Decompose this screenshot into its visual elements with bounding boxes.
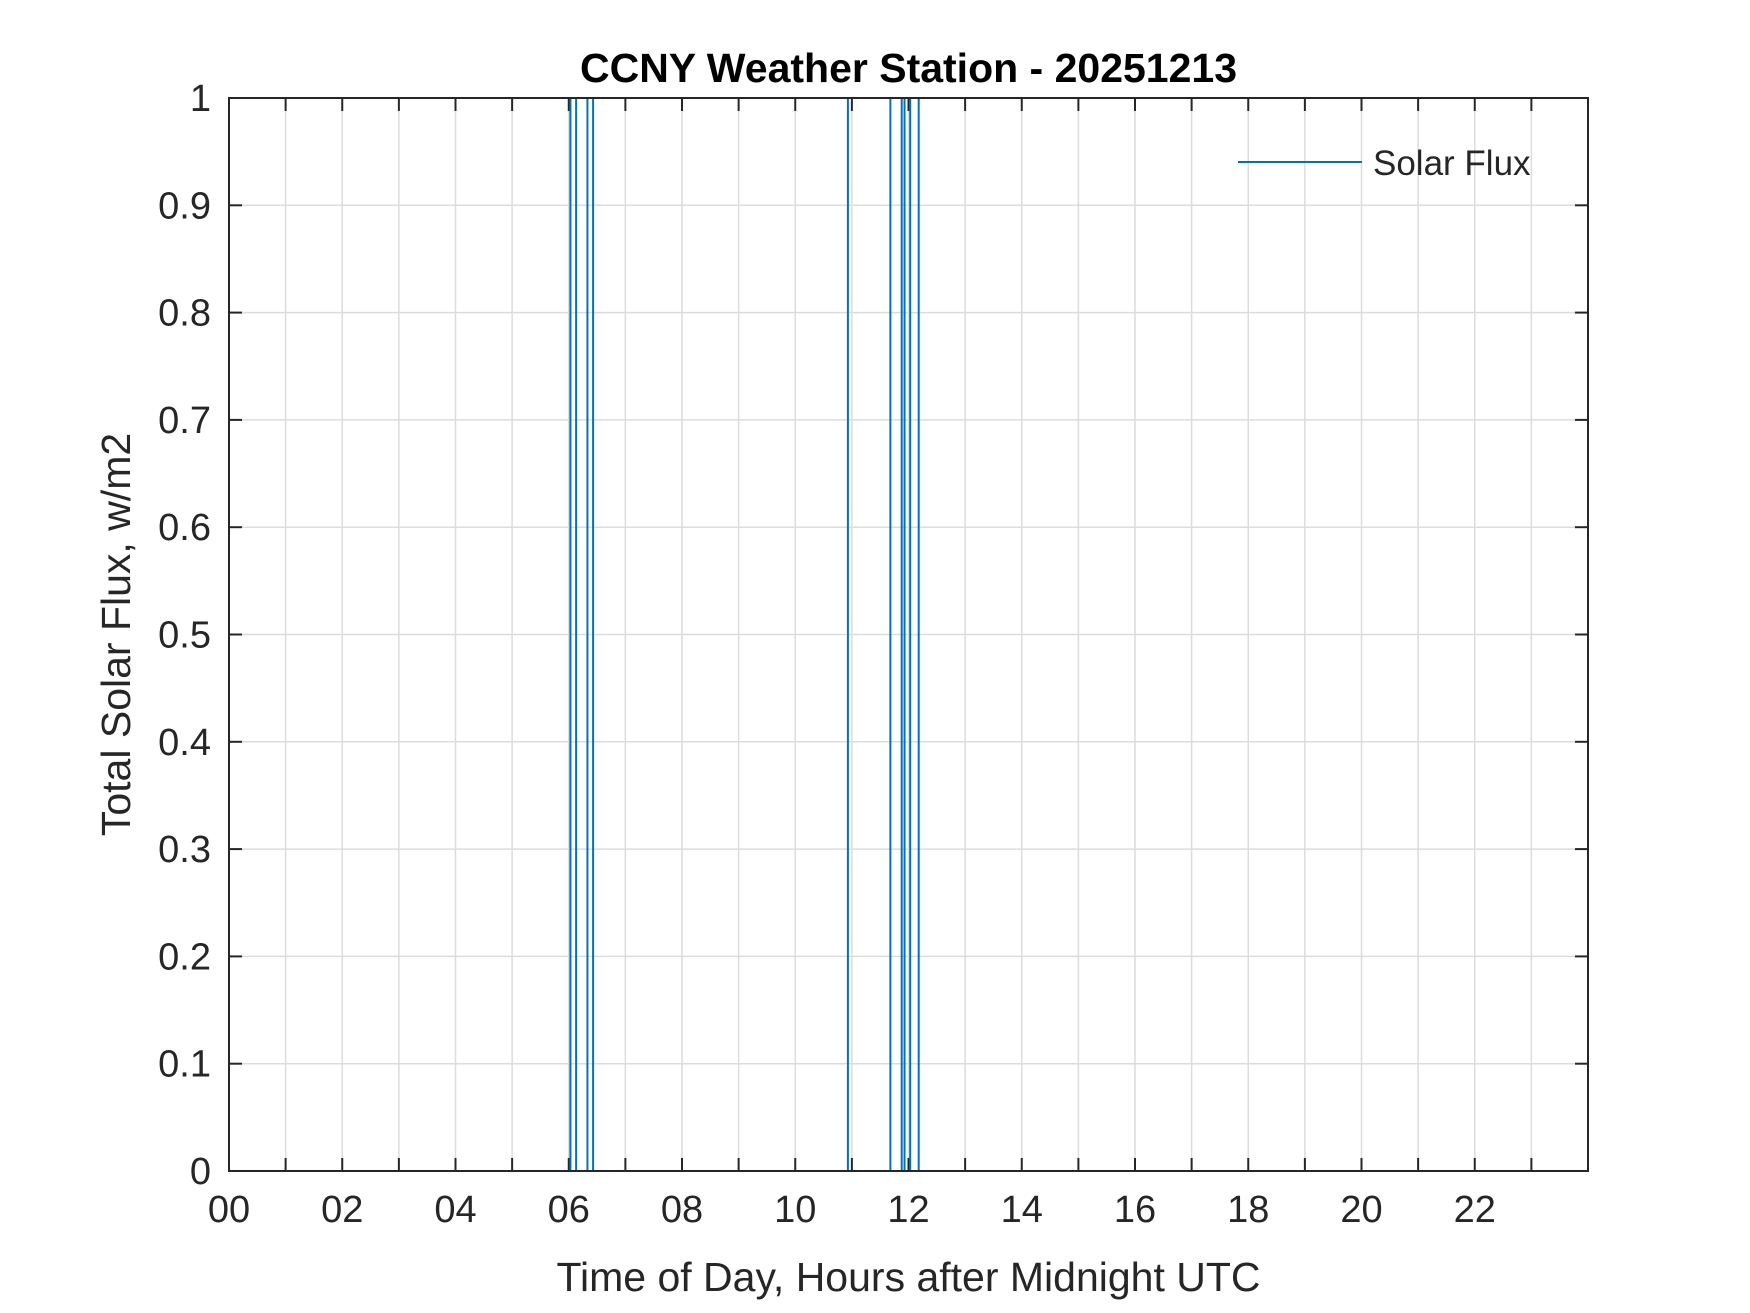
chart-title: CCNY Weather Station - 20251213 (580, 45, 1237, 91)
y-tick-label: 0.6 (158, 507, 211, 549)
x-tick-label: 08 (661, 1189, 703, 1231)
y-tick-label: 0 (190, 1151, 211, 1193)
y-tick-label: 0.7 (158, 400, 211, 442)
x-tick-label: 14 (1001, 1189, 1043, 1231)
legend: Solar Flux (1238, 144, 1531, 183)
x-tick-labels: 00 02 04 06 08 10 12 14 16 18 20 22 (208, 1189, 1496, 1231)
axes-box (228, 97, 1589, 1172)
x-axis-label: Time of Day, Hours after Midnight UTC (556, 1254, 1260, 1300)
x-tick-label: 10 (774, 1189, 816, 1231)
x-tick-label: 06 (548, 1189, 590, 1231)
y-tick-label: 0.4 (158, 722, 211, 764)
y-tick-label: 0.5 (158, 615, 211, 657)
x-tick-label: 20 (1340, 1189, 1382, 1231)
y-tick-label: 1 (190, 78, 211, 120)
y-tick-label: 0.1 (158, 1044, 211, 1086)
x-tick-label: 12 (887, 1189, 929, 1231)
y-tick-label: 0.9 (158, 185, 211, 227)
x-tick-label: 04 (434, 1189, 476, 1231)
y-tick-labels: 0 0.1 0.2 0.3 0.4 0.5 0.6 0.7 0.8 0.9 1 (158, 78, 211, 1193)
legend-label-solar-flux: Solar Flux (1373, 144, 1531, 183)
y-axis-label: Total Solar Flux, w/m2 (93, 433, 139, 836)
y-tick-label: 0.3 (158, 829, 211, 871)
x-tick-label: 00 (208, 1189, 250, 1231)
x-tick-label: 22 (1454, 1189, 1496, 1231)
x-tick-label: 18 (1227, 1189, 1269, 1231)
y-tick-label: 0.8 (158, 293, 211, 335)
x-tick-label: 02 (321, 1189, 363, 1231)
x-tick-label: 16 (1114, 1189, 1156, 1231)
y-tick-label: 0.2 (158, 936, 211, 978)
series-solar-flux (569, 98, 920, 1171)
grid (229, 98, 1588, 1171)
